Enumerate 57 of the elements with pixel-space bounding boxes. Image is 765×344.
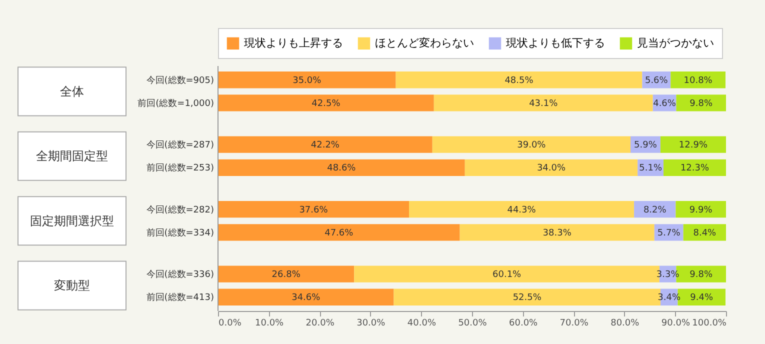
- data-label: 37.6%: [299, 205, 328, 216]
- data-label: 5.6%: [644, 76, 668, 86]
- data-label: 48.5%: [504, 76, 534, 86]
- data-label: 34.0%: [536, 164, 566, 174]
- data-label: 39.0%: [517, 140, 546, 151]
- y-tick-label: 今回(総数=336): [146, 269, 214, 280]
- legend-label: ほとんど変わらない: [375, 36, 474, 50]
- y-tick-label: 前回(総数=1,000): [138, 98, 214, 109]
- data-label: 5.1%: [639, 164, 662, 174]
- legend-label: 現状よりも低下する: [506, 36, 605, 50]
- x-tick-label: 20.0%: [306, 318, 335, 328]
- y-tick-label: 前回(総数=334): [146, 227, 214, 238]
- data-label: 43.1%: [529, 98, 558, 109]
- data-label: 60.1%: [492, 270, 522, 280]
- data-label: 34.6%: [292, 293, 321, 304]
- data-label: 8.4%: [693, 228, 717, 238]
- x-tick-label: 60.0%: [509, 318, 538, 328]
- y-tick-label: 今回(総数=282): [146, 204, 214, 216]
- x-tick-label: 100.0%: [692, 318, 727, 328]
- data-label: 9.9%: [689, 205, 713, 216]
- data-label: 52.5%: [512, 293, 542, 304]
- data-label: 4.6%: [653, 98, 676, 109]
- data-label: 35.0%: [292, 76, 322, 86]
- data-label: 42.5%: [312, 98, 341, 109]
- data-label: 44.3%: [507, 205, 536, 216]
- data-label: 26.8%: [272, 270, 301, 280]
- x-tick-label: 40.0%: [407, 318, 436, 328]
- y-tick-label: 前回(総数=253): [146, 162, 214, 174]
- y-tick-label: 今回(総数=287): [146, 140, 214, 151]
- data-label: 5.7%: [657, 228, 681, 238]
- data-label: 8.2%: [643, 205, 667, 216]
- x-tick-label: 70.0%: [560, 318, 589, 328]
- data-label: 10.8%: [684, 76, 713, 86]
- y-tick-label: 今回(総数=905): [146, 74, 214, 86]
- text: 全期間固定型: [36, 149, 108, 164]
- data-label: 5.9%: [634, 140, 658, 151]
- x-tick-label: 80.0%: [610, 318, 640, 328]
- text: 固定期間選択型: [30, 214, 114, 228]
- data-label: 48.6%: [327, 164, 356, 174]
- data-label: 38.3%: [542, 228, 572, 238]
- legend-label: 現状よりも上昇する: [244, 36, 343, 50]
- text: 全体: [60, 84, 84, 98]
- x-tick-label: 50.0%: [458, 318, 488, 328]
- data-label: 12.9%: [678, 140, 708, 151]
- data-label: 42.2%: [310, 140, 340, 151]
- text: 変動型: [54, 278, 90, 293]
- data-label: 47.6%: [324, 228, 354, 238]
- data-label: 9.4%: [690, 293, 714, 304]
- x-tick-label: 0.0%: [218, 318, 242, 328]
- data-label: 9.8%: [690, 98, 713, 109]
- legend-label: 見当がつかない: [637, 36, 714, 50]
- x-tick-label: 90.0%: [661, 318, 690, 328]
- y-tick-label: 前回(総数=413): [146, 292, 214, 304]
- x-tick-label: 30.0%: [356, 318, 386, 328]
- data-label: 12.3%: [680, 164, 710, 174]
- data-label: 9.8%: [690, 270, 713, 280]
- x-tick-label: 10.0%: [255, 318, 284, 328]
